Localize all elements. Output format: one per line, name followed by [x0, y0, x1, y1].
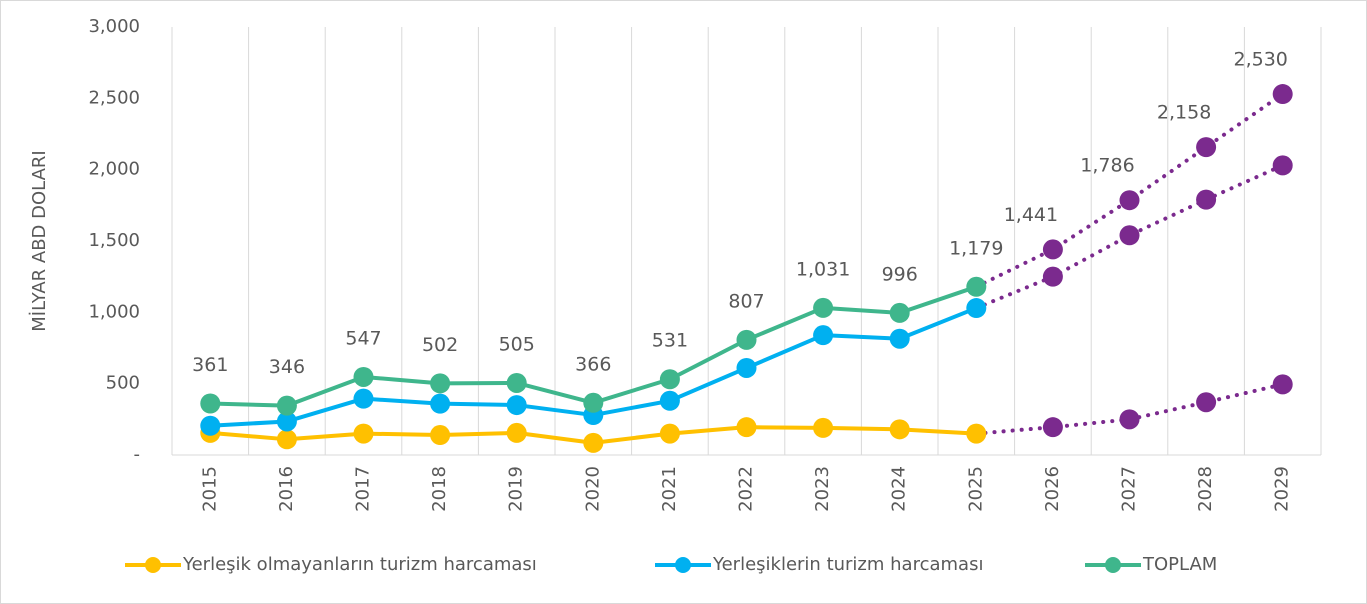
x-tick-label: 2021: [659, 466, 680, 512]
marker: [889, 302, 910, 323]
x-tick-label: 2022: [736, 466, 757, 512]
x-tick-label: 2029: [1272, 466, 1293, 512]
forecast-marker: [1196, 189, 1217, 210]
marker: [506, 372, 527, 393]
y-axis-label: MİLYAR ABD DOLARI: [29, 150, 50, 331]
marker: [276, 411, 297, 432]
marker: [276, 395, 297, 416]
marker: [430, 373, 451, 394]
marker: [736, 357, 757, 378]
marker: [966, 423, 987, 444]
marker: [430, 425, 451, 446]
x-tick-label: 2023: [812, 466, 833, 512]
y-tick-label: 3,000: [88, 16, 140, 37]
y-tick-label: -: [134, 444, 141, 465]
y-tick-label: 2,500: [88, 87, 140, 108]
forecast-marker: [1119, 190, 1140, 211]
legend-marker: [1105, 557, 1121, 573]
forecast-marker: [1119, 409, 1140, 430]
legend-label: TOPLAM: [1142, 554, 1217, 575]
x-tick-label: 2027: [1119, 466, 1140, 512]
marker: [659, 369, 680, 390]
forecast-marker: [1272, 84, 1293, 105]
data-label: 505: [499, 333, 535, 355]
marker: [736, 329, 757, 350]
forecast-marker: [1119, 225, 1140, 246]
forecast-line: [974, 163, 1285, 311]
marker: [353, 423, 374, 444]
data-label: 807: [728, 290, 764, 312]
marker: [736, 417, 757, 438]
marker: [813, 417, 834, 438]
marker: [583, 432, 604, 453]
marker: [200, 393, 221, 414]
legend-label: Yerleşiklerin turizm harcaması: [712, 554, 983, 575]
data-label: 2,158: [1157, 102, 1211, 124]
x-tick-label: 2016: [276, 466, 297, 512]
y-tick-label: 1,000: [88, 301, 140, 322]
data-label: 996: [882, 263, 918, 285]
marker: [276, 429, 297, 450]
x-tick-label: 2018: [429, 466, 450, 512]
legend-label: Yerleşik olmayanların turizm harcaması: [182, 554, 537, 575]
x-tick-label: 2026: [1042, 466, 1063, 512]
marker: [506, 422, 527, 443]
marker: [966, 276, 987, 297]
marker: [583, 392, 604, 413]
data-label: 1,441: [1004, 204, 1058, 226]
data-label: 2,530: [1233, 49, 1287, 71]
marker: [659, 390, 680, 411]
marker: [813, 297, 834, 318]
x-tick-label: 2020: [582, 466, 603, 512]
forecast-marker: [1272, 374, 1293, 395]
legend-marker: [675, 557, 691, 573]
x-tick-label: 2025: [965, 466, 986, 512]
forecast-marker: [1272, 155, 1293, 176]
x-tick-label: 2028: [1195, 466, 1216, 512]
x-tick-label: 2024: [889, 466, 910, 512]
marker: [813, 325, 834, 346]
forecast-line: [974, 92, 1285, 289]
marker: [430, 393, 451, 414]
x-tick-label: 2017: [353, 466, 374, 512]
legend-marker: [145, 557, 161, 573]
data-label: 547: [345, 327, 381, 349]
marker: [889, 419, 910, 440]
forecast-marker: [1042, 417, 1063, 438]
marker: [659, 423, 680, 444]
forecast-marker: [1196, 137, 1217, 158]
forecast-marker: [1196, 392, 1217, 413]
x-tick-label: 2015: [199, 466, 220, 512]
data-label: 502: [422, 334, 458, 356]
data-label: 366: [575, 353, 611, 375]
y-tick-label: 2,000: [88, 159, 140, 180]
marker: [353, 388, 374, 409]
data-label: 361: [192, 354, 228, 376]
y-tick-label: 1,500: [88, 230, 140, 251]
y-tick-label: 500: [106, 373, 140, 394]
data-label: 1,031: [796, 258, 850, 280]
data-label: 531: [652, 330, 688, 352]
data-label: 346: [269, 356, 305, 378]
x-tick-label: 2019: [506, 466, 527, 512]
marker: [353, 366, 374, 387]
marker: [966, 298, 987, 319]
marker: [889, 328, 910, 349]
marker: [200, 415, 221, 436]
marker: [506, 395, 527, 416]
data-label: 1,786: [1080, 155, 1134, 177]
data-label: 1,179: [949, 237, 1003, 259]
forecast-marker: [1042, 239, 1063, 260]
forecast-marker: [1042, 266, 1063, 287]
